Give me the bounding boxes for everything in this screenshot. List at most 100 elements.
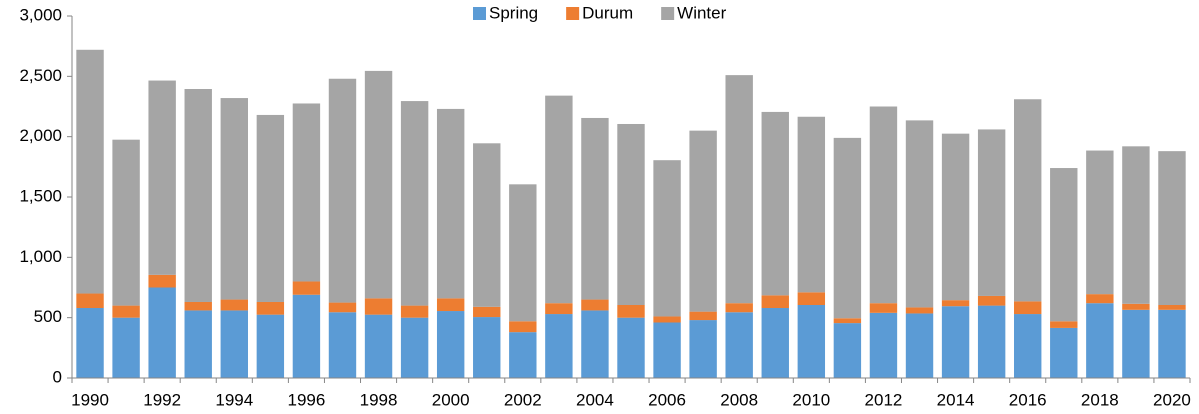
bar-segment — [148, 274, 176, 288]
bar-segment — [112, 305, 140, 318]
bar-segment — [436, 298, 465, 312]
bar-segment — [581, 299, 609, 311]
y-tick-label: 2,000 — [19, 126, 62, 145]
bar-segment — [977, 295, 1006, 306]
bar-segment — [184, 301, 212, 311]
bar-segment — [941, 300, 970, 307]
y-tick-label: 2,500 — [19, 66, 62, 85]
bar-segment — [581, 117, 609, 300]
bar-segment — [292, 281, 321, 295]
bar-segment — [436, 108, 465, 299]
bar-segment — [76, 293, 104, 309]
y-tick-label: 3,000 — [19, 5, 62, 24]
bar-segment — [905, 313, 934, 378]
bar-segment — [689, 311, 717, 321]
bar-segment — [1122, 146, 1150, 304]
bar-segment — [473, 306, 501, 318]
x-tick-label: 2018 — [1081, 390, 1119, 409]
bar-segment — [436, 311, 465, 378]
x-tick-label: 2014 — [937, 390, 975, 409]
x-tick-label: 2004 — [576, 390, 614, 409]
bar-segment — [364, 298, 393, 315]
bar-segment — [869, 106, 898, 304]
bar-segment — [400, 305, 429, 318]
bar-segment — [328, 312, 357, 378]
bar-segment — [328, 302, 357, 313]
bar-segment — [1050, 321, 1078, 328]
bar-segment — [328, 78, 357, 303]
bar-segment — [833, 137, 862, 319]
bar-segment — [941, 133, 970, 301]
bar-segment — [1014, 301, 1042, 315]
bar-segment — [869, 303, 898, 313]
bar-segment — [400, 317, 429, 378]
bar-segment — [220, 299, 248, 311]
bar-segment — [1086, 303, 1114, 378]
legend-swatch — [473, 7, 486, 20]
x-tick-label: 2010 — [792, 390, 830, 409]
legend-label: Durum — [582, 3, 633, 22]
legend-label: Spring — [489, 3, 538, 22]
bar-segment — [220, 98, 248, 300]
bar-segment — [977, 129, 1006, 296]
bar-segment — [256, 301, 285, 315]
bar-segment — [184, 89, 212, 302]
bar-segment — [797, 304, 826, 378]
bar-segment — [1122, 303, 1150, 310]
bar-segment — [256, 314, 285, 378]
bar-segment — [761, 295, 789, 309]
x-tick-label: 2008 — [720, 390, 758, 409]
bar-segment — [833, 318, 862, 324]
bar-segment — [1014, 314, 1042, 378]
x-tick-label: 1992 — [143, 390, 181, 409]
bar-segment — [689, 130, 717, 312]
bar-segment — [473, 143, 501, 307]
y-tick-label: 1,000 — [19, 247, 62, 266]
bar-segment — [256, 114, 285, 302]
y-tick-label: 500 — [34, 307, 62, 326]
bar-segment — [653, 322, 681, 378]
bar-segment — [112, 139, 140, 306]
bar-segment — [905, 120, 934, 308]
bar-segment — [1050, 327, 1078, 378]
bar-segment — [545, 314, 573, 378]
bar-segment — [1086, 150, 1114, 295]
bar-segment — [761, 308, 789, 378]
bar-segment — [977, 305, 1006, 378]
bar-segment — [148, 80, 176, 275]
x-tick-label: 1990 — [71, 390, 109, 409]
bar-segment — [220, 310, 248, 378]
bar-segment — [509, 332, 537, 378]
y-tick-label: 1,500 — [19, 186, 62, 205]
bar-segment — [797, 292, 826, 305]
bar-segment — [581, 310, 609, 378]
x-tick-label: 2016 — [1009, 390, 1047, 409]
bar-segment — [761, 111, 789, 296]
bar-segment — [797, 116, 826, 293]
bar-segment — [905, 307, 934, 314]
bar-segment — [869, 312, 898, 378]
bar-segment — [1050, 168, 1078, 322]
bar-segment — [473, 317, 501, 378]
x-tick-label: 2012 — [865, 390, 903, 409]
bar-segment — [1086, 294, 1114, 304]
bar-segment — [364, 70, 393, 299]
bar-segment — [941, 306, 970, 378]
bar-segment — [689, 320, 717, 378]
x-tick-label: 1994 — [215, 390, 253, 409]
bar-segment — [292, 103, 321, 282]
bar-segment — [545, 303, 573, 315]
bar-segment — [1158, 304, 1186, 310]
bar-segment — [1014, 99, 1042, 302]
bar-segment — [1158, 151, 1186, 305]
bar-segment — [148, 287, 176, 378]
bar-segment — [617, 304, 645, 318]
bar-segment — [653, 316, 681, 323]
y-tick-label: 0 — [53, 367, 62, 386]
x-tick-label: 1998 — [360, 390, 398, 409]
bar-segment — [833, 323, 862, 378]
bar-segment — [1158, 309, 1186, 378]
x-tick-label: 2006 — [648, 390, 686, 409]
bar-segment — [76, 308, 104, 378]
legend-swatch — [566, 7, 580, 20]
